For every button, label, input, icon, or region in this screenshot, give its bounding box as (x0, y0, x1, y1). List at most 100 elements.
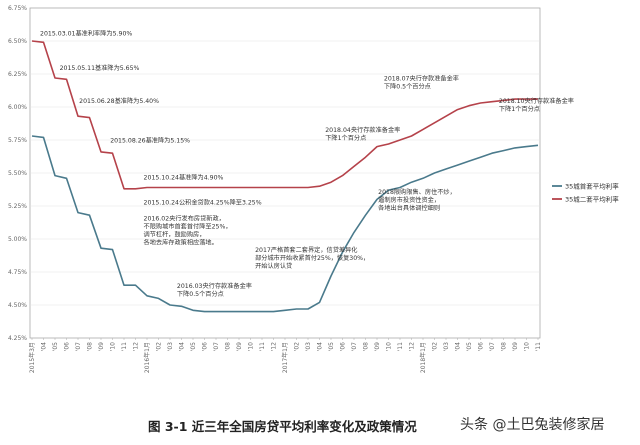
annotation-text: 2016.02央行发布房贷新政，不限购城市首套首付降至25%，调节杠杆，鼓励购房… (144, 215, 232, 247)
x-tick-label: '06 (64, 342, 71, 351)
y-tick-label: 4.75% (8, 269, 27, 276)
figure-caption: 图 3-1 近三年全国房贷平均利率变化及政策情况 (148, 419, 417, 434)
annotation-line: 开始认房认贷 (255, 262, 292, 270)
annotation-text: 2018.10央行存款准备金率下降1个百分点 (499, 97, 574, 113)
x-tick-label: '09 (236, 342, 243, 351)
annotation-line: 调节杠杆，鼓励购房， (144, 231, 206, 239)
annotation-line: 各地去库存政策相应落地。 (144, 239, 218, 247)
x-tick-label: '07 (351, 342, 358, 351)
annotation-line: 2018限购限售、房住不炒， (378, 188, 456, 196)
y-tick-label: 6.00% (8, 104, 27, 111)
y-tick-label: 5.50% (8, 170, 27, 177)
gridlines (30, 40, 540, 306)
policy-annotations: 2015.03.01基准利率降为5.90% 2015.05.11基准降为5.65%… (40, 30, 574, 298)
annotation-line: 下降1个百分点 (325, 134, 366, 142)
annotation-line: 2017严格首套二套界定，信贷差异化 (255, 246, 357, 254)
annotation-text: 2018.04央行存款准备金率下降1个百分点 (325, 126, 400, 142)
annotation-line: 2018.07央行存款准备金率 (384, 75, 459, 83)
annotation-line: 2015.08.26基准降为5.15% (110, 137, 190, 145)
y-tick-label: 5.25% (8, 203, 27, 210)
x-tick-label: '10 (248, 342, 255, 351)
x-tick-label: '08 (363, 342, 370, 351)
y-tick-label: 5.00% (8, 236, 27, 243)
x-tick-label: '10 (110, 342, 117, 351)
x-tick-label: '05 (52, 342, 59, 351)
x-tick-label: '12 (271, 342, 278, 351)
annotation-text: 2017严格首套二套界定，信贷差异化部分城市开始收紧首付25%，恢复30%，开始… (255, 246, 369, 270)
y-tick-label: 6.75% (8, 5, 27, 12)
x-tick-label: '12 (409, 342, 416, 351)
x-tick-label: '04 (317, 342, 324, 351)
annotation-line: 各地出台具体调控细则 (378, 204, 440, 212)
y-tick-label: 6.50% (8, 38, 27, 45)
x-tick-label: '03 (167, 342, 174, 351)
x-tick-label: '08 (501, 342, 508, 351)
legend: 35城首套平均利率 35城二套平均利率 (552, 181, 619, 203)
y-tick-label: 4.25% (8, 335, 27, 342)
x-tick-label: '03 (443, 342, 450, 351)
x-tick-label: 2018年1月 (419, 342, 427, 373)
x-tick-label: '05 (466, 342, 473, 351)
y-tick-label: 6.25% (8, 71, 27, 78)
legend-label: 35城二套平均利率 (565, 194, 619, 203)
x-tick-label: '03 (305, 342, 312, 351)
x-tick-label: '11 (121, 342, 128, 351)
x-tick-label: '08 (225, 342, 232, 351)
x-tick-label: 2016年1月 (143, 342, 151, 373)
annotation-line: 2018.10央行存款准备金率 (499, 97, 574, 105)
x-tick-label: '07 (489, 342, 496, 351)
x-tick-label: '02 (432, 342, 439, 351)
rate-chart: 4.25% 4.50% 4.75% 5.00% 5.25% 5.50% 5.75% 6.00%… (8, 5, 619, 373)
x-tick-label: '11 (259, 342, 266, 351)
x-tick-label: '06 (478, 342, 485, 351)
annotation-line: 2015.10.24基准降为4.90% (144, 174, 224, 182)
annotation-line: 下降0.5个百分点 (384, 83, 431, 91)
x-tick-label: '06 (202, 342, 209, 351)
x-tick-label: '06 (340, 342, 347, 351)
x-tick-label: '09 (512, 342, 519, 351)
annotation-text: 2015.10.24公积金贷款4.25%降至3.25% (144, 199, 262, 207)
annotation-text: 2015.05.11基准降为5.65% (60, 64, 140, 72)
y-tick-label: 4.50% (8, 302, 27, 309)
annotation-line: 不限购城市首套首付降至25%， (144, 223, 232, 231)
x-tick-label: '02 (156, 342, 163, 351)
y-axis-ticks: 4.25% 4.50% 4.75% 5.00% 5.25% 5.50% 5.75% 6.00%… (8, 5, 27, 342)
x-tick-label: '04 (455, 342, 462, 351)
x-tick-label: '10 (386, 342, 393, 351)
x-tick-label: '09 (98, 342, 105, 351)
y-tick-label: 5.75% (8, 137, 27, 144)
annotation-text: 2018限购限售、房住不炒，遏制房市投资性资金，各地出台具体调控细则 (378, 188, 456, 212)
x-tick-label: '07 (213, 342, 220, 351)
annotation-text: 2015.03.01基准利率降为5.90% (40, 30, 132, 38)
x-tick-label: '08 (87, 342, 94, 351)
annotation-line: 遏制房市投资性资金， (378, 196, 440, 204)
x-tick-label: '11 (397, 342, 404, 351)
x-tick-label: '05 (328, 342, 335, 351)
x-tick-label: 2017年1月 (281, 342, 289, 373)
annotation-text: 2018.07央行存款准备金率下降0.5个百分点 (384, 75, 459, 91)
series-line (31, 40, 538, 190)
watermark-text: 头条 @土巴兔装修家居 (460, 417, 605, 433)
annotation-line: 2016.03央行存款准备金率 (177, 282, 252, 290)
annotation-line: 2015.06.28基准降为5.40% (79, 97, 159, 105)
x-tick-label: '07 (75, 342, 82, 351)
series-lines (31, 40, 539, 313)
annotation-line: 下降0.5个百分点 (177, 290, 224, 298)
x-tick-label: '12 (133, 342, 140, 351)
x-tick-label: '09 (374, 342, 381, 351)
annotation-line: 2015.03.01基准利率降为5.90% (40, 30, 132, 38)
x-tick-label: '10 (524, 342, 531, 351)
x-tick-label: '05 (190, 342, 197, 351)
annotation-line: 2016.02央行发布房贷新政， (144, 215, 225, 223)
x-tick-label: 2015年3月 (28, 342, 36, 373)
annotation-line: 2018.04央行存款准备金率 (325, 126, 400, 134)
annotation-text: 2015.08.26基准降为5.15% (110, 137, 190, 145)
x-tick-label: '04 (179, 342, 186, 351)
legend-label: 35城首套平均利率 (565, 181, 619, 190)
x-tick-label: '02 (294, 342, 301, 351)
annotation-line: 2015.05.11基准降为5.65% (60, 64, 140, 72)
annotation-line: 部分城市开始收紧首付25%，恢复30%， (255, 254, 369, 262)
series-line (31, 135, 539, 313)
annotation-text: 2015.10.24基准降为4.90% (144, 174, 224, 182)
annotation-text: 2016.03央行存款准备金率下降0.5个百分点 (177, 282, 252, 298)
